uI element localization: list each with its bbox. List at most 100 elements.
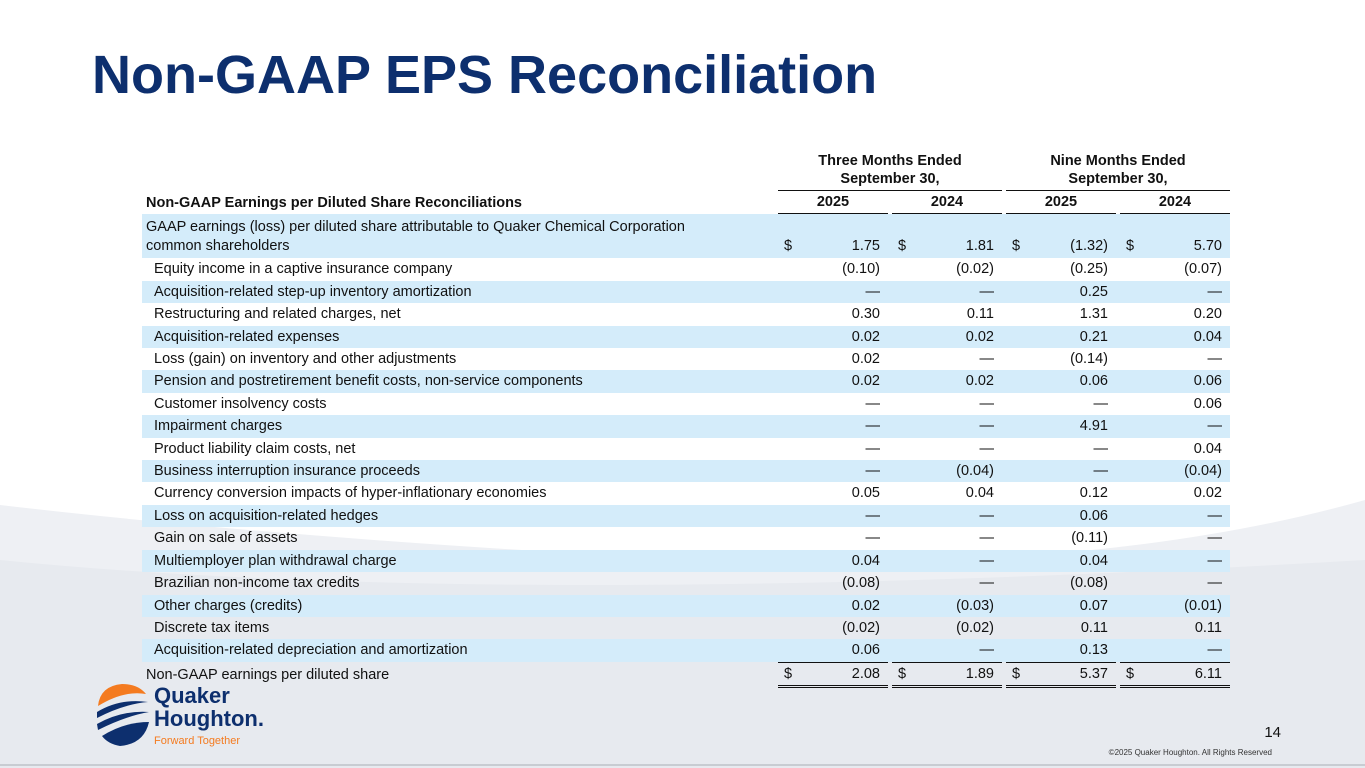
cell-value: (0.02): [842, 619, 880, 636]
page-number: 14: [1264, 724, 1281, 741]
cell-value: 0.11: [1194, 619, 1222, 636]
cell-value: —: [979, 575, 995, 592]
currency-symbol: $: [1006, 661, 1026, 689]
svg-text:Forward Together: Forward Together: [154, 735, 240, 747]
table-row: Gain on sale of assets — — (0.11) —: [142, 527, 1230, 549]
cell-value: 0.02: [912, 325, 1002, 349]
cell-value: 0.07: [1026, 594, 1116, 617]
currency-cell: [778, 572, 798, 594]
cell-value: 1.89: [912, 661, 1002, 689]
currency-cell: [1006, 258, 1026, 280]
table-row: Acquisition-related step-up inventory am…: [142, 280, 1230, 304]
cell-value: 0.06: [1193, 395, 1222, 412]
row-label: Pension and postretirement benefit costs…: [142, 370, 778, 393]
row-label: Product liability claim costs, net: [154, 440, 356, 457]
currency-cell: [778, 527, 798, 549]
row-label: Non-GAAP earnings per diluted share: [146, 666, 390, 683]
table-row: Currency conversion impacts of hyper-inf…: [142, 482, 1230, 504]
cell-value: (0.10): [842, 261, 880, 278]
row-label: Equity income in a captive insurance com…: [154, 261, 453, 278]
cell-value: —: [1140, 504, 1230, 528]
cell-value: —: [912, 549, 1002, 573]
cell-value: —: [979, 395, 995, 412]
currency-cell: [1120, 438, 1140, 460]
svg-text:Houghton.: Houghton.: [154, 706, 264, 731]
currency-cell: [1120, 594, 1140, 617]
table-row: Multiemployer plan withdrawal charge 0.04…: [142, 549, 1230, 573]
currency-cell: [1006, 572, 1026, 594]
row-label: Loss (gain) on inventory and other adjus…: [154, 351, 457, 368]
cell-value: —: [912, 280, 1002, 304]
cell-value: —: [798, 504, 888, 528]
cell-value: 0.13: [1026, 639, 1116, 662]
cell-value: 5.37: [1026, 661, 1116, 689]
cell-value: 0.11: [966, 306, 994, 323]
currency-cell: [778, 325, 798, 349]
currency-cell: [1120, 258, 1140, 280]
currency-cell: [892, 415, 912, 438]
cell-value: —: [979, 351, 995, 368]
currency-cell: [892, 370, 912, 393]
cell-value: —: [1093, 440, 1109, 457]
cell-value: —: [912, 504, 1002, 528]
currency-cell: [892, 549, 912, 573]
currency-cell: [778, 482, 798, 504]
table-row: Product liability claim costs, net — — — 0.0…: [142, 438, 1230, 460]
currency-cell: [1006, 504, 1026, 528]
currency-cell: [1120, 527, 1140, 549]
currency-cell: [892, 280, 912, 304]
currency-cell: [778, 258, 798, 280]
group-header-nine-months: Nine Months Ended September 30,: [1006, 152, 1230, 191]
currency-cell: [778, 280, 798, 304]
cell-value: —: [1207, 351, 1223, 368]
cell-value: —: [1140, 549, 1230, 573]
cell-value: 0.06: [798, 639, 888, 662]
currency-cell: [892, 348, 912, 370]
cell-value: 0.25: [1026, 280, 1116, 304]
year-header: 2025: [1006, 191, 1116, 215]
cell-value: —: [979, 530, 995, 547]
table-row: Other charges (credits) 0.02 (0.03) 0.07 (0.…: [142, 594, 1230, 617]
currency-cell: [892, 460, 912, 483]
cell-value: —: [912, 415, 1002, 438]
cell-value: (0.01): [1140, 594, 1230, 617]
row-label: Currency conversion impacts of hyper-inf…: [154, 485, 547, 502]
row-label: Impairment charges: [142, 415, 778, 438]
cell-value: (0.04): [912, 460, 1002, 483]
cell-value: (0.25): [1070, 261, 1108, 278]
cell-value: 0.30: [851, 306, 880, 323]
cell-value: 0.04: [965, 485, 994, 502]
currency-cell: [778, 415, 798, 438]
cell-value: —: [1140, 415, 1230, 438]
currency-cell: [1006, 325, 1026, 349]
currency-cell: [1120, 572, 1140, 594]
currency-cell: [892, 438, 912, 460]
group-header-row: Three Months Ended September 30, Nine Mon…: [142, 152, 1230, 191]
cell-value: 0.04: [1140, 325, 1230, 349]
currency-cell: [778, 393, 798, 415]
cell-value: —: [865, 395, 881, 412]
currency-cell: [1006, 303, 1026, 325]
cell-value: 0.02: [798, 325, 888, 349]
cell-value: —: [1093, 395, 1109, 412]
cell-value: 0.02: [798, 370, 888, 393]
cell-value: 0.04: [798, 549, 888, 573]
currency-symbol: $: [1006, 214, 1026, 259]
currency-cell: [778, 303, 798, 325]
cell-value: 0.04: [1026, 549, 1116, 573]
currency-cell: [778, 617, 798, 639]
currency-cell: [1120, 280, 1140, 304]
year-header-row: Non-GAAP Earnings per Diluted Share Reco…: [142, 191, 1230, 215]
cell-value: (0.02): [956, 261, 994, 278]
currency-cell: [778, 549, 798, 573]
table-row: Equity income in a captive insurance com…: [142, 258, 1230, 280]
table-row: Pension and postretirement benefit costs…: [142, 370, 1230, 393]
cell-value: 0.02: [851, 351, 880, 368]
cell-value: 5.70: [1140, 214, 1230, 259]
row-label: Loss on acquisition-related hedges: [142, 504, 778, 528]
cell-value: (1.32): [1026, 214, 1116, 259]
cell-value: 0.05: [851, 485, 880, 502]
currency-cell: [1006, 617, 1026, 639]
row-label: Restructuring and related charges, net: [154, 306, 401, 323]
cell-value: —: [1140, 280, 1230, 304]
